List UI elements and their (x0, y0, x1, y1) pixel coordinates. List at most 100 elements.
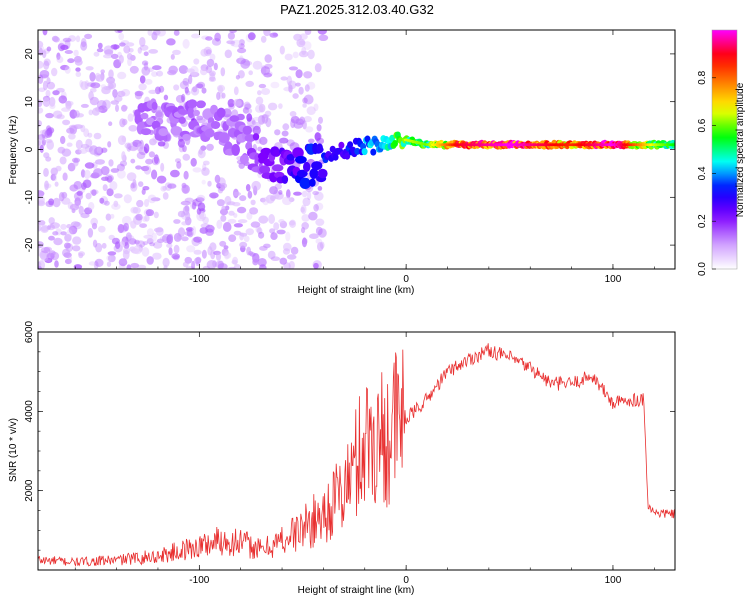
colorbar-frame (711, 29, 738, 270)
spectrogram-noise-blob (259, 136, 268, 145)
spectrogram-ridge-blob (309, 178, 316, 187)
spectrogram-noise-blob (48, 198, 54, 206)
spectrogram-noise-blob (315, 226, 323, 236)
spectrogram-ridge-blob (216, 107, 226, 119)
spectrogram-noise-blob (196, 194, 206, 202)
spectrogram-noise-blob (76, 190, 83, 196)
spectrogram-noise-blob (195, 197, 205, 203)
spectrogram-noise-blob (118, 258, 128, 267)
spectrogram-ridge-blob (155, 111, 163, 118)
spectrogram-noise-blob (135, 213, 143, 221)
spectrogram-ridge-blob (259, 165, 271, 175)
spectrogram-noise-blob (106, 175, 113, 183)
spectrogram-noise-blob (238, 43, 245, 49)
spectrogram-noise-blob (117, 135, 127, 146)
spectrogram-noise-blob (108, 69, 114, 79)
spectrogram-ridge-blob (364, 135, 371, 143)
spectrogram-noise-blob (284, 53, 293, 61)
spectrogram-ridge-blob (218, 132, 230, 144)
spectrogram-noise-blob (38, 87, 46, 93)
spectrogram-noise-blob (190, 157, 197, 167)
spectrogram-noise-blob (105, 213, 112, 221)
spectrogram-noise-blob (214, 174, 221, 184)
spectrogram-noise-blob (108, 121, 113, 126)
snr-y-tick-label: 2000 (24, 479, 35, 502)
spectrogram-ridge-blob (187, 99, 198, 109)
spectrogram-noise-blob (80, 143, 90, 149)
spectrogram-noise-blob (48, 250, 56, 256)
spectrogram-noise-blob (127, 113, 134, 122)
spectrogram-noise-blob (85, 192, 92, 200)
spectrogram-noise-blob (68, 133, 76, 140)
spectrogram-noise-blob (40, 224, 49, 232)
spectrogram-noise-blob (38, 190, 45, 197)
spectrogram-noise-blob (44, 180, 49, 191)
spectrogram-noise-blob (192, 86, 198, 93)
snr-series-line (38, 343, 675, 567)
spectrogram-noise-blob (272, 32, 278, 37)
spectrogram-noise-blob (299, 116, 306, 125)
spectrogram-noise-blob (186, 228, 194, 238)
spectrogram-noise-blob (107, 81, 117, 90)
spectrogram-noise-blob (290, 246, 299, 255)
spectrogram-noise-blob (314, 63, 322, 73)
spectrogram-noise-blob (184, 230, 193, 237)
spectrogram-noise-blob (69, 203, 80, 211)
spectrogram-noise-blob (233, 223, 243, 228)
spectrogram-noise-blob (258, 83, 267, 89)
spectrogram-noise-blob (260, 197, 266, 203)
spectrogram-noise-blob (84, 207, 93, 215)
spectrogram-noise-blob (307, 49, 315, 60)
spectrogram-noise-blob (94, 258, 104, 267)
spectrogram-ridge-blob (332, 153, 339, 161)
spectrogram-noise-blob (220, 214, 227, 222)
spectrogram-noise-blob (205, 36, 213, 41)
spectrogram-noise-blob (40, 247, 51, 254)
spectrogram-noise-blob (119, 118, 126, 128)
spectrogram-noise-blob (173, 219, 181, 224)
spectrogram-noise-blob (75, 71, 82, 78)
spectrogram-noise-blob (152, 252, 162, 260)
spectrogram-noise-blob (74, 110, 80, 118)
spectrogram-noise-blob (233, 264, 241, 269)
spectrogram-noise-blob (152, 65, 162, 71)
spectrogram-noise-blob (38, 107, 44, 114)
spectrogram-noise-blob (113, 193, 123, 199)
spectrogram-noise-blob (172, 49, 181, 56)
spectrogram-ridge-blob (196, 100, 206, 109)
spectrogram-noise-blob (74, 58, 83, 66)
spectrogram-noise-blob (62, 248, 71, 257)
spectrogram-noise-blob (188, 74, 193, 85)
spectrogram-noise-blob (95, 159, 105, 165)
spectrogram-ridge-core (671, 143, 675, 147)
spectrogram-y-tick-label: 20 (24, 48, 35, 60)
spectrogram-noise-blob (186, 245, 196, 253)
spectrogram-x-tick-label: 100 (605, 274, 622, 285)
spectrogram-ridge-blob (204, 128, 215, 138)
spectrogram-noise-blob (189, 71, 200, 78)
spectrogram-noise-blob (123, 222, 129, 232)
spectrogram-noise-blob (238, 39, 245, 46)
spectrogram-noise-blob (304, 84, 310, 92)
spectrogram-noise-blob (252, 125, 261, 135)
spectrogram-noise-blob (270, 195, 276, 202)
spectrogram-noise-blob (195, 83, 204, 89)
spectrogram-noise-blob (285, 231, 291, 242)
spectrogram-noise-blob (317, 186, 323, 191)
spectrogram-noise-blob (195, 256, 202, 264)
spectrogram-y-tick-label: -20 (24, 237, 35, 252)
spectrogram-ridge-blob (361, 148, 368, 156)
spectrogram-noise-blob (200, 67, 208, 76)
spectrogram-noise-blob (313, 204, 319, 212)
spectrogram-noise-blob (229, 30, 237, 33)
spectrogram-noise-blob (226, 40, 236, 45)
spectrogram-noise-blob (302, 238, 308, 245)
spectrogram-noise-blob (100, 84, 107, 89)
spectrogram-noise-blob (91, 222, 98, 230)
spectrogram-ridge-blob (309, 168, 319, 180)
spectrogram-noise-blob (99, 197, 105, 204)
spectrogram-noise-blob (42, 97, 51, 107)
spectrogram-noise-blob (202, 160, 210, 166)
spectrogram-noise-blob (144, 199, 149, 207)
spectrogram-noise-blob (280, 76, 288, 81)
